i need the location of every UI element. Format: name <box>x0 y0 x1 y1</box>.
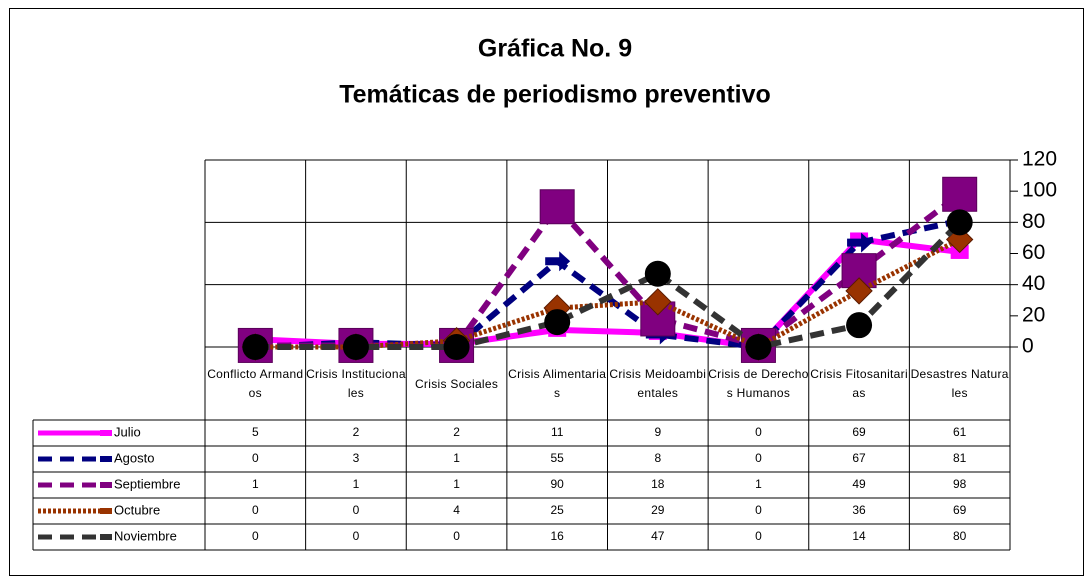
series-line <box>255 220 962 350</box>
table-cell: 2 <box>453 425 460 439</box>
y-tick-label: 80 <box>1022 210 1045 233</box>
legend-label: Septiembre <box>114 476 180 491</box>
x-tick-label-box: Crisis de Derechos Humanos <box>708 367 809 400</box>
table-cell: 9 <box>654 425 661 439</box>
table-cell: 18 <box>651 477 665 491</box>
table-cell: 1 <box>252 477 259 491</box>
x-tick-label-box: Desastres Naturales <box>910 367 1009 400</box>
table-cell: 0 <box>755 529 762 543</box>
x-tick-label: Crisis de Derechos Humanos <box>708 367 809 400</box>
table-cell: 4 <box>453 503 460 517</box>
marker <box>644 260 671 287</box>
table-cell: 0 <box>252 503 259 517</box>
x-tick-label: Crisis Institucionales <box>306 367 406 400</box>
x-tick-label: Crisis Sociales <box>414 376 499 391</box>
table-cell: 67 <box>852 451 866 465</box>
x-tick-label-box: Crisis Alimentarias <box>508 367 607 400</box>
table-cell: 90 <box>551 477 565 491</box>
table-cell: 49 <box>852 477 866 491</box>
x-tick-label-box: Crisis Meidoambientales <box>609 367 707 400</box>
marker <box>644 288 672 316</box>
table-cell: 0 <box>353 529 360 543</box>
table-cell: 11 <box>551 425 564 439</box>
table-cell: 1 <box>453 477 460 491</box>
x-tick-label-box: Crisis Fitosanitarias <box>810 367 908 400</box>
y-tick-label: 40 <box>1022 272 1045 295</box>
table-cell: 0 <box>252 451 259 465</box>
table-cell: 0 <box>453 529 460 543</box>
x-tick-label: Crisis Alimentarias <box>508 367 607 400</box>
table-cell: 2 <box>353 425 360 439</box>
chart-subtitle: Temáticas de periodismo preventivo <box>339 81 771 109</box>
table-cell: 80 <box>953 529 967 543</box>
table-cell: 0 <box>755 503 762 517</box>
table-cell: 14 <box>852 529 866 543</box>
y-tick-label: 120 <box>1022 148 1057 171</box>
table-cell: 0 <box>755 425 762 439</box>
table-cell: 0 <box>353 503 360 517</box>
y-tick-label: 0 <box>1022 335 1034 358</box>
legend-swatch-marker <box>100 482 112 488</box>
y-tick-label: 20 <box>1022 303 1045 326</box>
table-cell: 8 <box>654 451 661 465</box>
marker <box>841 253 877 289</box>
y-tick-label: 60 <box>1022 241 1045 264</box>
marker <box>946 209 973 236</box>
marker <box>846 312 873 339</box>
legend-label: Noviembre <box>114 528 177 543</box>
table-cell: 61 <box>953 425 967 439</box>
table-cell: 47 <box>651 529 665 543</box>
marker <box>539 189 575 225</box>
table-cell: 69 <box>852 425 866 439</box>
table-cell: 5 <box>252 425 259 439</box>
x-tick-label-box: Crisis Sociales <box>414 376 499 391</box>
table-cell: 0 <box>252 529 259 543</box>
x-tick-label: Crisis Fitosanitarias <box>810 367 908 400</box>
marker <box>545 251 571 272</box>
legend-label: Agosto <box>114 450 154 465</box>
legend-swatch-marker <box>100 534 112 540</box>
legend-swatch-marker <box>100 508 112 514</box>
marker <box>544 309 571 336</box>
marker <box>845 277 873 305</box>
chart-border <box>9 8 1084 576</box>
x-tick-label: Conflicto Armandos <box>207 367 304 400</box>
table-cell: 55 <box>551 451 565 465</box>
table-cell: 69 <box>953 503 967 517</box>
table-cell: 29 <box>651 503 665 517</box>
marker <box>242 334 269 360</box>
marker <box>942 176 978 212</box>
table-cell: 1 <box>453 451 460 465</box>
legend-swatch-marker <box>100 456 112 462</box>
x-tick-label-box: Conflicto Armandos <box>207 367 304 400</box>
table-cell: 81 <box>953 451 967 465</box>
table-cell: 98 <box>953 477 967 491</box>
legend-label: Octubre <box>114 502 160 517</box>
x-tick-label-box: Crisis Institucionales <box>306 367 406 400</box>
legend-swatch-marker <box>100 430 112 436</box>
table-cell: 1 <box>755 477 762 491</box>
table-cell: 1 <box>353 477 360 491</box>
x-tick-label: Desastres Naturales <box>910 367 1009 400</box>
table-cell: 25 <box>551 503 565 517</box>
table-cell: 16 <box>551 529 565 543</box>
y-tick-label: 100 <box>1022 179 1057 202</box>
table-cell: 3 <box>353 451 360 465</box>
x-tick-label: Crisis Meidoambientales <box>609 367 707 400</box>
table-cell: 0 <box>755 451 762 465</box>
marker <box>847 232 873 253</box>
marker <box>745 334 772 360</box>
marker <box>342 334 369 360</box>
legend-label: Julio <box>114 424 141 439</box>
table-cell: 36 <box>852 503 866 517</box>
chart-title: Gráfica No. 9 <box>478 35 632 63</box>
marker <box>443 334 470 360</box>
